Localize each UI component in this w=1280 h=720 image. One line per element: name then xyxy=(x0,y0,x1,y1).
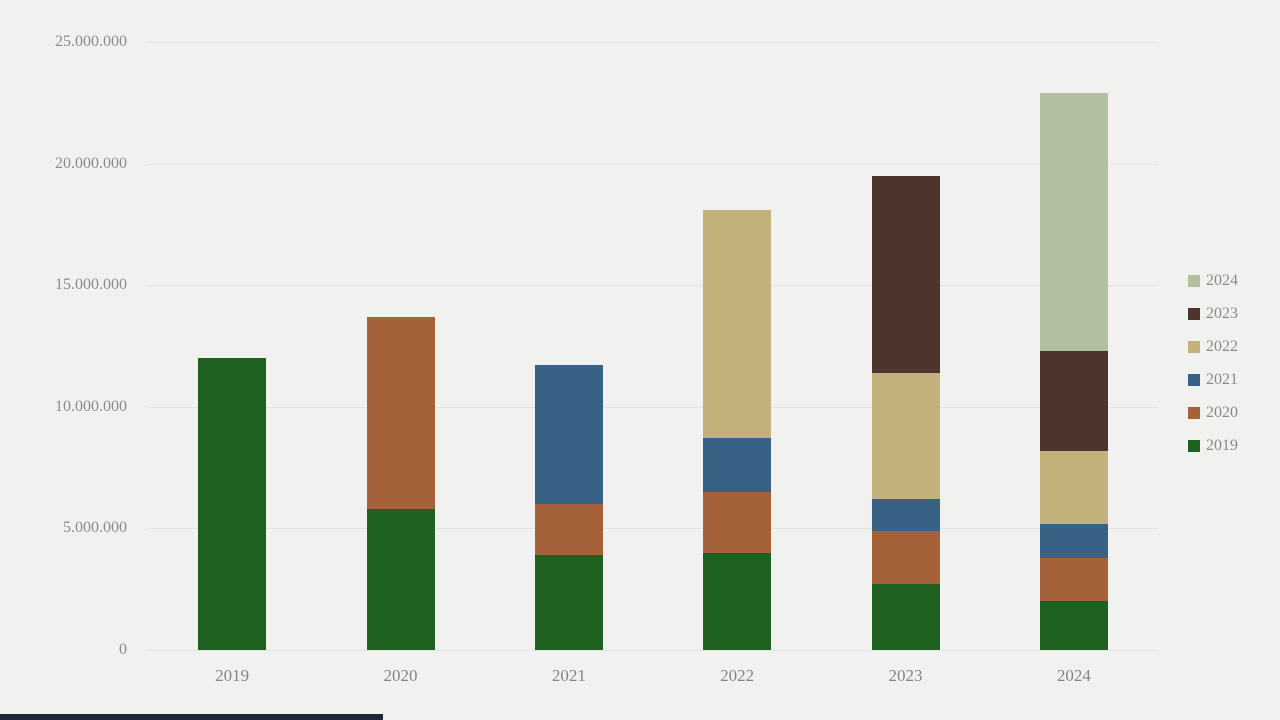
x-tick-label-2023: 2023 xyxy=(888,666,923,685)
y-tick-label: 25.000.000 xyxy=(55,33,127,50)
legend-item-2024: 2024 xyxy=(1188,264,1238,297)
legend-item-2020: 2020 xyxy=(1188,396,1238,429)
legend-swatch-icon xyxy=(1188,274,1200,287)
y-tick-label: 10.000.000 xyxy=(55,397,127,415)
bar-segment-2024-2022 xyxy=(1039,450,1108,524)
legend-swatch-icon xyxy=(1188,373,1200,386)
bar-segment-2022-2022 xyxy=(703,209,772,439)
bar-segment-2020-2019 xyxy=(366,508,435,650)
x-tick-label-2020: 2020 xyxy=(383,666,418,685)
x-tick-label-2022: 2022 xyxy=(720,666,755,685)
x-tick-label-2021: 2021 xyxy=(551,666,586,685)
gridline-0 xyxy=(148,650,1158,651)
legend-swatch-icon xyxy=(1188,340,1200,353)
bar-segment-2024-2023 xyxy=(1039,350,1108,451)
x-tick-label-2024: 2024 xyxy=(1056,666,1091,685)
y-tick-label: 0 xyxy=(119,641,127,658)
legend-item-2019: 2019 xyxy=(1188,429,1238,462)
legend-swatch-icon xyxy=(1188,406,1200,419)
bar-segment-2024-2019 xyxy=(1039,601,1108,650)
legend-swatch-icon xyxy=(1188,439,1200,452)
x-tick-label-2019: 2019 xyxy=(215,666,250,685)
bar-segment-2021-2021 xyxy=(534,365,603,505)
bar-segment-2021-2019 xyxy=(534,555,603,650)
bar-segment-2023-2020 xyxy=(871,530,940,585)
legend-item-2021: 2021 xyxy=(1188,363,1238,396)
gridline-10000000 xyxy=(148,406,1158,408)
legend-item-2022: 2022 xyxy=(1188,330,1238,363)
legend-swatch-icon xyxy=(1188,307,1200,320)
legend-label: 2022 xyxy=(1206,337,1238,355)
bar-segment-2022-2020 xyxy=(703,491,772,553)
bar-segment-2024-2024 xyxy=(1039,93,1108,351)
legend-label: 2021 xyxy=(1206,370,1238,388)
gridline-25000000 xyxy=(148,42,1158,43)
legend: 2024 2023 2022 2021 2020 2019 xyxy=(1188,264,1238,462)
bar-segment-2019-2019 xyxy=(198,358,267,650)
bar-segment-2022-2021 xyxy=(703,438,772,492)
gridline-5000000 xyxy=(148,528,1158,530)
bar-segment-2020-2020 xyxy=(366,316,435,509)
y-tick-label: 20.000.000 xyxy=(55,154,127,172)
bar-segment-2022-2019 xyxy=(703,552,772,650)
legend-label: 2019 xyxy=(1206,436,1238,454)
bar-segment-2021-2020 xyxy=(534,504,603,556)
bar-segment-2024-2021 xyxy=(1039,523,1108,558)
bar-segment-2023-2019 xyxy=(871,584,940,650)
y-tick-label: 5.000.000 xyxy=(63,519,127,537)
legend-label: 2023 xyxy=(1206,304,1238,322)
legend-item-2023: 2023 xyxy=(1188,297,1238,330)
legend-label: 2024 xyxy=(1206,271,1238,289)
bar-segment-2023-2021 xyxy=(871,499,940,531)
gridline-15000000 xyxy=(148,285,1158,287)
bar-segment-2023-2022 xyxy=(871,372,940,500)
gridline-20000000 xyxy=(148,163,1158,165)
bar-segment-2024-2020 xyxy=(1039,557,1108,602)
bottom-edge-strip xyxy=(0,714,383,720)
bar-segment-2023-2023 xyxy=(871,175,940,373)
legend-label: 2020 xyxy=(1206,403,1238,421)
y-tick-label: 15.000.000 xyxy=(55,276,127,294)
